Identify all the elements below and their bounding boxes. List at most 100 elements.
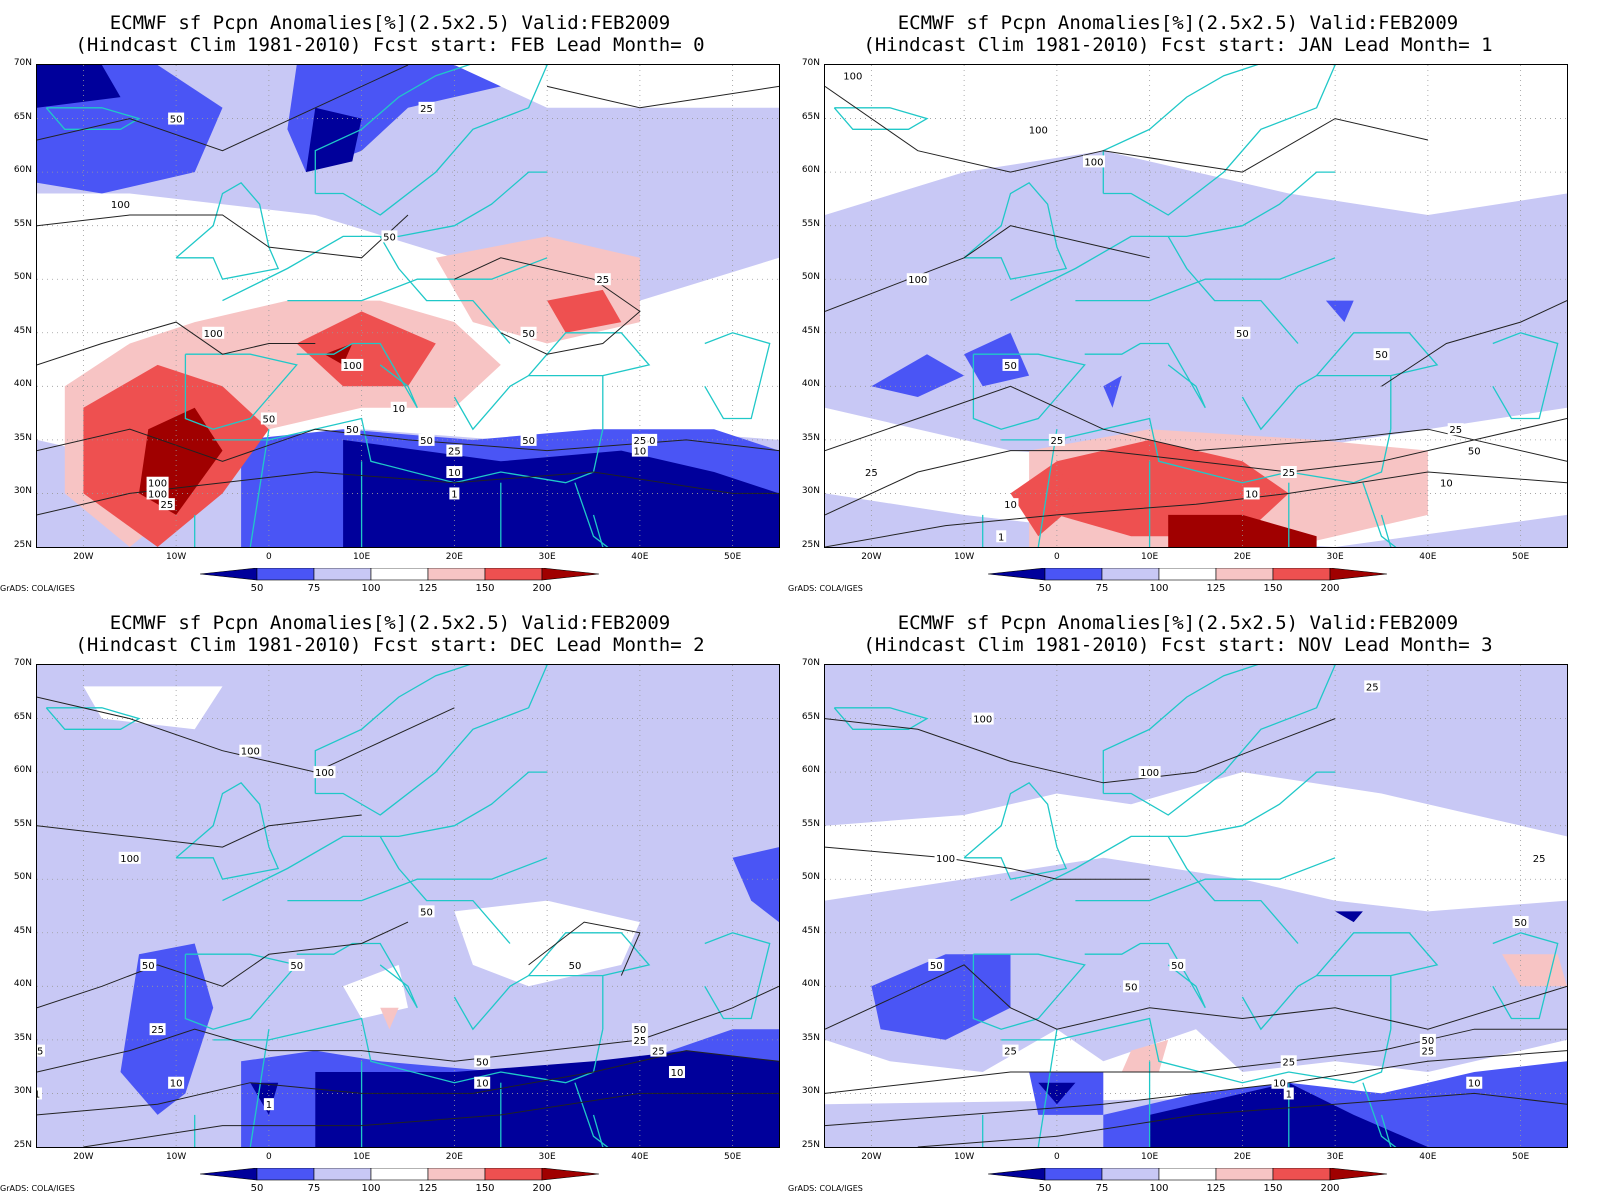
lat-tick-label: 40N bbox=[13, 379, 32, 390]
lat-tick-label: 55N bbox=[13, 818, 32, 829]
lat-tick-label: 35N bbox=[13, 1032, 32, 1043]
svg-text:50: 50 bbox=[522, 436, 535, 447]
contour-label: 50 bbox=[418, 905, 435, 918]
coastline bbox=[1380, 514, 1392, 547]
colorbar-label: 75 bbox=[1095, 583, 1109, 594]
svg-text:100: 100 bbox=[120, 854, 139, 865]
contour-line bbox=[37, 814, 362, 848]
lat-tick-label: 25N bbox=[801, 540, 820, 550]
svg-text:50: 50 bbox=[569, 961, 582, 972]
contour-label: 10 bbox=[390, 401, 407, 415]
colorbar-segment bbox=[541, 568, 600, 581]
contour-line bbox=[825, 85, 1429, 173]
lat-tick-label: 45N bbox=[13, 325, 32, 336]
svg-text:1: 1 bbox=[1286, 1089, 1292, 1100]
map-area: 100 100 100 25 50 50 50 25 25 10 1 50 25 50 10 25 bbox=[824, 664, 1568, 1148]
colorbar-segment bbox=[541, 1168, 600, 1181]
colorbar-label: 200 bbox=[532, 1183, 552, 1194]
svg-text:100: 100 bbox=[343, 361, 362, 372]
coastline bbox=[1102, 665, 1336, 816]
contour-label: 50 bbox=[928, 958, 945, 972]
svg-text:1: 1 bbox=[451, 489, 457, 500]
colorbar-label: 125 bbox=[418, 1183, 438, 1194]
lat-tick-label: 40N bbox=[13, 979, 32, 990]
contour-label: 25 bbox=[631, 1033, 648, 1047]
contour-line bbox=[825, 718, 1336, 784]
contour-label: 50 bbox=[1234, 326, 1251, 340]
contour-label: 25 bbox=[1280, 466, 1297, 479]
lon-tick-label: 20E bbox=[445, 552, 463, 562]
colorbar-label: 100 bbox=[1149, 1183, 1169, 1194]
contour-label: 100 bbox=[313, 766, 336, 779]
panel-title-line1: ECMWF sf Pcpn Anomalies[%](2.5x2.5) Vali… bbox=[897, 612, 1459, 634]
contour-line bbox=[825, 1050, 1567, 1127]
colorbar-label: 50 bbox=[1038, 583, 1052, 594]
contour-label: 25 bbox=[1280, 1055, 1297, 1068]
contour-line bbox=[37, 696, 455, 773]
svg-text:100: 100 bbox=[148, 479, 167, 490]
anomaly-region-p100-125 bbox=[825, 772, 1567, 912]
contour-label: 50 bbox=[1169, 958, 1186, 972]
lat-tick-label: 45N bbox=[13, 925, 32, 936]
svg-text:50: 50 bbox=[522, 329, 535, 340]
contour-line bbox=[454, 257, 641, 355]
contour-label: 25 bbox=[863, 466, 880, 479]
colorbar-segment bbox=[988, 1168, 1046, 1181]
contour-label: 50 bbox=[260, 412, 277, 425]
svg-text:10: 10 bbox=[170, 1079, 183, 1090]
anomaly-region-p150-200 bbox=[296, 311, 436, 387]
colorbar-segment bbox=[200, 1168, 258, 1181]
lon-tick-label: 20E bbox=[1233, 552, 1251, 562]
svg-text:25: 25 bbox=[37, 1047, 43, 1058]
contour-label: 50 bbox=[381, 230, 398, 243]
contour-label: 50 bbox=[1123, 980, 1140, 993]
colorbar-label: 150 bbox=[1263, 583, 1283, 594]
svg-text:25: 25 bbox=[160, 500, 173, 511]
contour-label: 25 bbox=[158, 498, 175, 511]
lon-tick-label: 10W bbox=[165, 1152, 187, 1162]
coastline bbox=[175, 181, 280, 280]
svg-text:50: 50 bbox=[930, 961, 943, 972]
contour-label: 1 bbox=[263, 1098, 274, 1111]
coastline bbox=[1316, 332, 1439, 377]
contour-line bbox=[546, 85, 779, 109]
coastline bbox=[314, 65, 548, 216]
svg-text:100: 100 bbox=[1140, 768, 1159, 779]
contour-line bbox=[825, 471, 1567, 547]
lat-tick-label: 55N bbox=[13, 218, 32, 229]
svg-text:1: 1 bbox=[266, 1100, 272, 1111]
colorbar-label: 100 bbox=[1149, 583, 1169, 594]
anomaly-region-below-50 bbox=[315, 1050, 779, 1147]
anomaly-region-p50-75 bbox=[1325, 300, 1354, 323]
svg-text:25: 25 bbox=[865, 468, 878, 479]
colorbar-label: 50 bbox=[250, 1183, 264, 1194]
coastline bbox=[1075, 257, 1336, 302]
svg-text:25: 25 bbox=[1422, 1047, 1435, 1058]
lon-tick-label: 0 bbox=[266, 1152, 272, 1162]
svg-text:50: 50 bbox=[142, 961, 155, 972]
colorbar-segment bbox=[988, 568, 1046, 581]
svg-text:50: 50 bbox=[643, 436, 656, 447]
colorbar-label: 100 bbox=[361, 583, 381, 594]
coastline bbox=[574, 482, 609, 547]
map-svg: 100 100 100 100 50 50 50 25 25 25 10 10 10 50 25 1 bbox=[825, 65, 1567, 547]
svg-text:10: 10 bbox=[1004, 500, 1017, 511]
svg-text:100: 100 bbox=[315, 768, 334, 779]
contour-label: 10 bbox=[631, 444, 648, 458]
colorbar-segment bbox=[1215, 568, 1274, 581]
lat-tick-label: 30N bbox=[13, 1086, 32, 1097]
lat-tick-label: 25N bbox=[801, 1140, 820, 1150]
coastline bbox=[184, 353, 298, 430]
coastline bbox=[833, 707, 929, 730]
map-panel-2: ECMWF sf Pcpn Anomalies[%](2.5x2.5) Vali… bbox=[0, 600, 780, 1200]
panel-title-line2: (Hindcast Clim 1981-2010) Fcst start: DE… bbox=[75, 634, 705, 656]
coastline bbox=[1001, 417, 1392, 484]
coastline bbox=[1362, 482, 1397, 547]
contour-label: 100 bbox=[202, 326, 225, 340]
colorbar-segment bbox=[1329, 1168, 1388, 1181]
coastline bbox=[833, 107, 929, 130]
svg-text:50: 50 bbox=[346, 425, 359, 436]
map-panel-1: ECMWF sf Pcpn Anomalies[%](2.5x2.5) Vali… bbox=[788, 0, 1568, 600]
contour-line bbox=[37, 1050, 779, 1116]
svg-text:100: 100 bbox=[1029, 125, 1048, 136]
